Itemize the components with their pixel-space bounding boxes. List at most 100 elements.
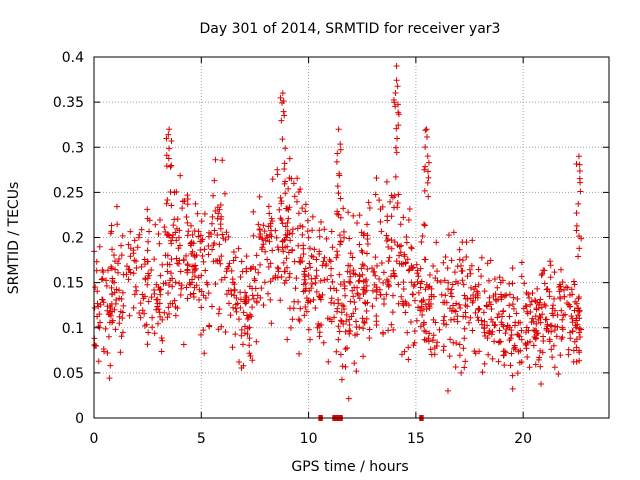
data-point [509,372,516,379]
data-point [492,296,499,303]
data-point [287,324,294,331]
data-point [238,332,245,339]
peak-point [394,83,401,90]
data-point [399,351,406,358]
data-point [434,339,441,346]
data-point [405,267,412,274]
data-point [286,175,293,182]
data-point [285,185,292,192]
data-point [491,275,498,282]
data-point [253,338,260,345]
data-point [347,298,354,305]
data-point [287,237,294,244]
data-point [149,324,156,331]
data-point [258,246,265,253]
data-point [231,281,238,288]
data-point [93,267,100,274]
data-point [537,296,544,303]
data-point [141,322,148,329]
data-point [216,206,223,213]
data-point [198,288,205,295]
data-point [302,201,309,208]
data-point [569,291,576,298]
peak-point [335,126,342,133]
data-point [185,228,192,235]
data-point [346,235,353,242]
data-point [350,293,357,300]
data-point [282,277,289,284]
data-point [216,306,223,313]
peak-point [337,146,344,153]
data-point [534,285,541,292]
data-point [176,242,183,249]
data-point [509,280,516,287]
data-point [94,313,101,320]
data-points [91,63,585,421]
data-point [316,227,323,234]
data-point [326,316,333,323]
data-point [215,310,222,317]
data-point [257,261,264,268]
data-point [514,295,521,302]
data-point [419,312,426,319]
data-point [415,273,422,280]
data-point [169,283,176,290]
data-point [262,248,269,255]
data-point [536,313,543,320]
data-point [225,300,232,307]
data-point [212,257,219,264]
y-tick-label: 0.15 [53,276,84,292]
data-point [342,346,349,353]
data-point [132,283,139,290]
data-point [475,266,482,273]
peak-point [337,214,344,221]
data-point [459,277,466,284]
data-point [197,331,204,338]
data-point [565,346,572,353]
data-point [428,300,435,307]
data-point [343,318,350,325]
grid [94,57,609,418]
data-point [441,277,448,284]
data-point [576,357,583,364]
data-point [468,262,475,269]
data-point [184,192,191,199]
data-point [554,323,561,330]
data-point [360,353,367,360]
data-point [385,243,392,250]
data-point [173,237,180,244]
data-point [218,253,225,260]
data-point [222,236,229,243]
data-point [172,312,179,319]
data-point [389,292,396,299]
data-point [373,295,380,302]
data-point [109,275,116,282]
data-point [417,307,424,314]
data-point [388,237,395,244]
data-point [148,266,155,273]
data-point [356,324,363,331]
data-point [467,270,474,277]
data-point [446,353,453,360]
data-point [115,269,122,276]
data-point [302,280,309,287]
peak-point [573,210,580,217]
data-point [540,267,547,274]
peak-point [277,94,284,101]
data-point [377,218,384,225]
data-point [228,267,235,274]
data-point [406,266,413,273]
data-point [295,210,302,217]
data-point [190,290,197,297]
data-point [461,335,468,342]
data-point [125,241,132,248]
peak-point [393,63,400,70]
data-point [199,236,206,243]
data-point [158,334,165,341]
data-point [433,239,440,246]
data-point [350,270,357,277]
data-point [376,197,383,204]
peak-point [163,135,170,142]
peak-point [392,144,399,151]
